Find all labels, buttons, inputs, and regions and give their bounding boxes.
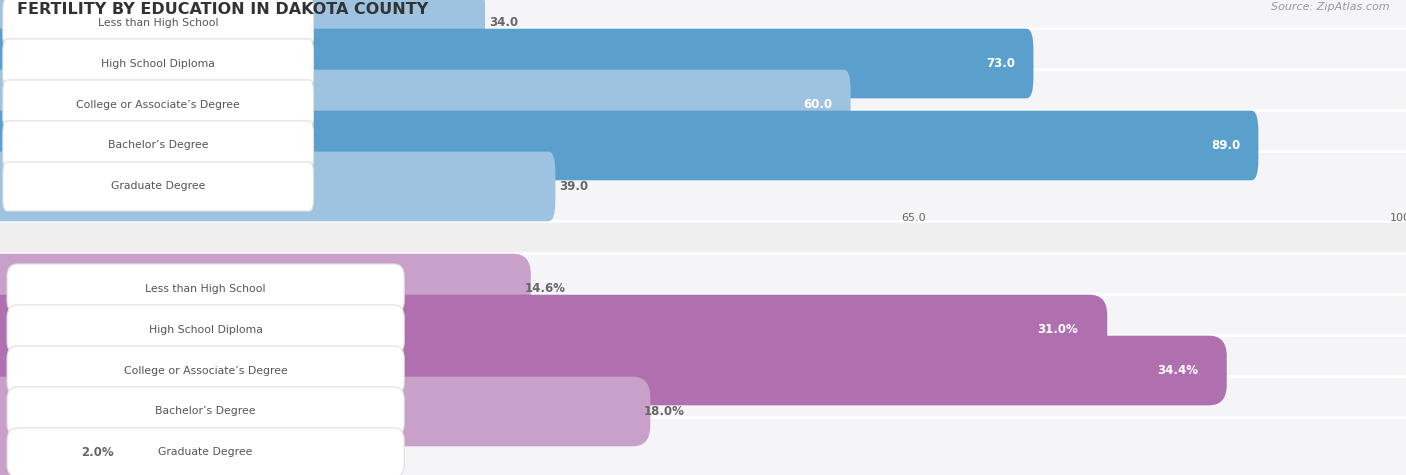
Text: College or Associate’s Degree: College or Associate’s Degree <box>76 99 240 110</box>
Text: High School Diploma: High School Diploma <box>149 324 263 334</box>
Text: Bachelor’s Degree: Bachelor’s Degree <box>108 141 208 151</box>
Text: 18.0%: 18.0% <box>644 405 685 418</box>
FancyBboxPatch shape <box>0 28 1033 98</box>
FancyBboxPatch shape <box>7 387 405 436</box>
FancyBboxPatch shape <box>3 80 314 129</box>
Text: College or Associate’s Degree: College or Associate’s Degree <box>124 365 287 376</box>
FancyBboxPatch shape <box>3 39 314 88</box>
Text: 2.0%: 2.0% <box>82 446 114 459</box>
FancyBboxPatch shape <box>0 254 1406 323</box>
FancyBboxPatch shape <box>3 0 314 47</box>
FancyBboxPatch shape <box>0 28 1406 98</box>
Text: Less than High School: Less than High School <box>145 284 266 294</box>
FancyBboxPatch shape <box>3 162 314 211</box>
Text: Source: ZipAtlas.com: Source: ZipAtlas.com <box>1271 2 1389 12</box>
FancyBboxPatch shape <box>0 0 485 57</box>
Text: FERTILITY BY EDUCATION IN DAKOTA COUNTY: FERTILITY BY EDUCATION IN DAKOTA COUNTY <box>17 2 427 18</box>
Text: High School Diploma: High School Diploma <box>101 58 215 68</box>
Text: Graduate Degree: Graduate Degree <box>159 447 253 457</box>
Text: 34.4%: 34.4% <box>1157 364 1198 377</box>
FancyBboxPatch shape <box>0 111 1406 180</box>
Text: 39.0: 39.0 <box>560 180 589 193</box>
Text: Less than High School: Less than High School <box>98 18 218 28</box>
FancyBboxPatch shape <box>0 152 555 221</box>
Text: Graduate Degree: Graduate Degree <box>111 181 205 191</box>
Text: 14.6%: 14.6% <box>524 282 565 295</box>
FancyBboxPatch shape <box>7 264 405 313</box>
FancyBboxPatch shape <box>0 111 1258 180</box>
FancyBboxPatch shape <box>0 254 531 323</box>
FancyBboxPatch shape <box>0 418 87 475</box>
FancyBboxPatch shape <box>0 294 1406 364</box>
FancyBboxPatch shape <box>0 377 650 446</box>
FancyBboxPatch shape <box>0 294 1108 364</box>
FancyBboxPatch shape <box>7 346 405 395</box>
FancyBboxPatch shape <box>0 336 1406 405</box>
Text: 60.0: 60.0 <box>803 98 832 111</box>
FancyBboxPatch shape <box>0 418 1406 475</box>
Text: 89.0: 89.0 <box>1211 139 1240 152</box>
Text: 73.0: 73.0 <box>986 57 1015 70</box>
Text: 31.0%: 31.0% <box>1038 323 1078 336</box>
FancyBboxPatch shape <box>0 152 1406 221</box>
FancyBboxPatch shape <box>0 70 1406 139</box>
FancyBboxPatch shape <box>3 121 314 170</box>
FancyBboxPatch shape <box>0 336 1226 405</box>
Text: Bachelor’s Degree: Bachelor’s Degree <box>156 407 256 417</box>
Text: 34.0: 34.0 <box>489 16 519 29</box>
FancyBboxPatch shape <box>0 70 851 139</box>
FancyBboxPatch shape <box>7 428 405 475</box>
FancyBboxPatch shape <box>7 305 405 354</box>
FancyBboxPatch shape <box>0 0 1406 57</box>
FancyBboxPatch shape <box>0 377 1406 446</box>
